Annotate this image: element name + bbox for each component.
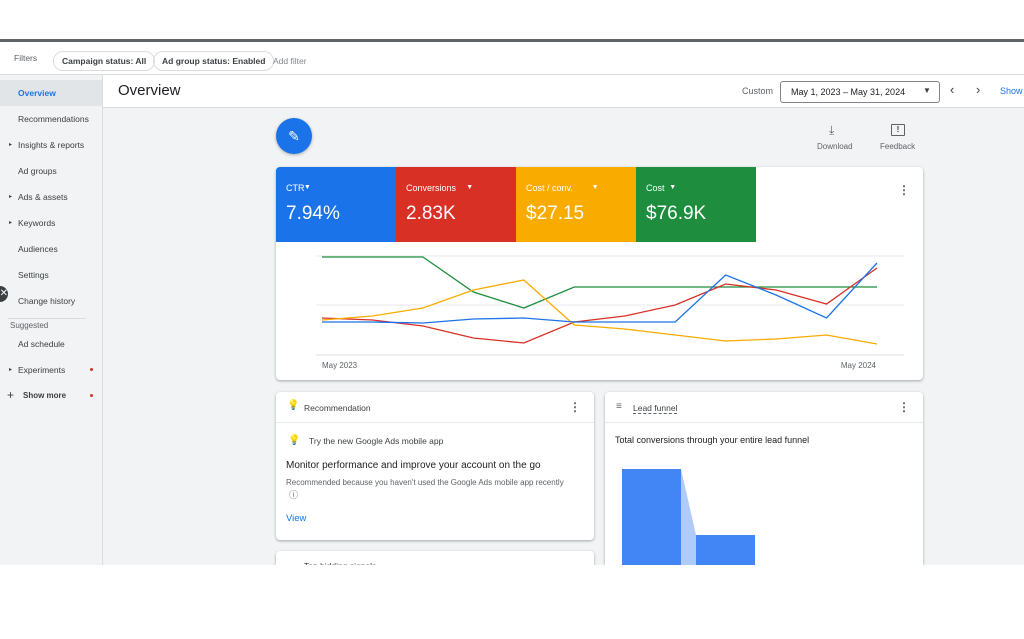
nav-item[interactable]: Keywords bbox=[18, 218, 56, 228]
nav-item[interactable]: Recommendations bbox=[18, 114, 89, 124]
alert-dot bbox=[90, 368, 93, 371]
dropdown-arrow: ▼ bbox=[303, 184, 311, 191]
bottom-band bbox=[0, 565, 1024, 639]
show-link[interactable]: Show bbox=[1000, 86, 1023, 96]
date-range: May 1, 2023 – May 31, 2024 bbox=[791, 87, 906, 97]
filter-chip[interactable]: Ad group status: Enabled bbox=[153, 51, 275, 71]
metric-name: Conversions bbox=[406, 183, 457, 193]
filter-chip[interactable]: Campaign status: All bbox=[53, 51, 156, 71]
feedback-icon[interactable]: ! bbox=[891, 124, 905, 136]
bulb-icon: 💡 bbox=[287, 400, 300, 411]
rec-reason: Recommended because you haven't used the… bbox=[286, 478, 564, 487]
nav-item[interactable]: Change history bbox=[18, 296, 76, 306]
recommendation-card: 💡 Recommendation ⋮ 💡 Try the new Google … bbox=[276, 392, 594, 540]
expand-arrow: ▸ bbox=[9, 194, 13, 200]
dropdown-arrow: ▼ bbox=[591, 184, 599, 191]
metric-value: $76.9K bbox=[646, 203, 707, 224]
filters-label: Filters bbox=[14, 53, 38, 63]
download-icon[interactable]: ⤓ bbox=[829, 123, 835, 137]
add-filter[interactable]: Add filter bbox=[273, 56, 307, 66]
collapse-button[interactable]: ✕ bbox=[0, 286, 8, 302]
series-line bbox=[322, 262, 878, 324]
plus-icon: + bbox=[7, 388, 15, 402]
nav-item[interactable]: Ad schedule bbox=[18, 339, 65, 349]
card-header bbox=[276, 392, 594, 423]
line-chart: May 2023 May 2024 bbox=[316, 255, 904, 370]
metric-tile[interactable]: Cost ▼ $76.9K bbox=[636, 167, 756, 242]
nav-active bbox=[0, 80, 102, 106]
nav-item[interactable]: Experiments bbox=[18, 365, 66, 375]
rec-title: Monitor performance and improve your acc… bbox=[286, 460, 541, 471]
range-label: Custom bbox=[742, 86, 774, 96]
funnel-title: Total conversions through your entire le… bbox=[615, 435, 810, 445]
nav-section: Suggested bbox=[10, 321, 49, 330]
metric-name: CTR bbox=[286, 183, 305, 193]
edit-button[interactable]: ✎ bbox=[276, 118, 312, 154]
metric-value: 7.94% bbox=[286, 203, 340, 224]
more-menu[interactable]: ⋮ bbox=[569, 400, 581, 414]
expand-arrow: ▸ bbox=[9, 142, 13, 148]
help-icon[interactable]: ⓘ bbox=[289, 490, 299, 500]
nav-item[interactable]: Ads & assets bbox=[18, 192, 68, 202]
funnel-connector bbox=[681, 469, 696, 582]
metric-tile[interactable]: CTR ▼ 7.94% bbox=[276, 167, 396, 242]
nav-item[interactable]: Ad groups bbox=[18, 166, 57, 176]
more-menu[interactable]: ⋮ bbox=[898, 183, 910, 197]
card-title: Recommendation bbox=[304, 403, 371, 413]
metric-value: 2.83K bbox=[406, 203, 456, 224]
filter-icon: ≡ bbox=[616, 401, 622, 412]
page-title: Overview bbox=[118, 82, 181, 99]
series-line bbox=[321, 279, 878, 345]
feedback-label[interactable]: Feedback bbox=[880, 142, 916, 151]
nav-item[interactable]: Audiences bbox=[18, 244, 58, 254]
series-line bbox=[322, 256, 877, 309]
nav-item[interactable]: Overview bbox=[18, 88, 56, 98]
sidebar bbox=[0, 75, 103, 565]
nav-item[interactable]: Settings bbox=[18, 270, 49, 280]
divider bbox=[0, 74, 1024, 75]
more-menu[interactable]: ⋮ bbox=[898, 400, 910, 414]
lead-funnel-card: ≡ Lead funnel ⋮ Total conversions throug… bbox=[605, 392, 923, 582]
nav-item[interactable]: Show more bbox=[23, 391, 67, 400]
date-picker[interactable]: May 1, 2023 – May 31, 2024 ▼ bbox=[780, 81, 940, 103]
card-header bbox=[605, 392, 923, 423]
dropdown-arrow: ▼ bbox=[466, 184, 474, 191]
metric-name: Cost / conv. bbox=[526, 183, 573, 193]
x-label: May 2024 bbox=[841, 361, 877, 370]
prev-button[interactable]: ‹ bbox=[950, 82, 955, 97]
metric-tile[interactable]: Conversions ▼ 2.83K bbox=[396, 167, 516, 242]
download-label[interactable]: Download bbox=[817, 142, 853, 151]
view-link[interactable]: View bbox=[286, 513, 307, 524]
tip-icon: 💡 bbox=[288, 435, 301, 446]
top-border bbox=[0, 39, 1024, 42]
funnel-bar bbox=[622, 469, 681, 582]
x-label: May 2023 bbox=[322, 361, 358, 370]
dropdown-arrow: ▼ bbox=[923, 86, 931, 95]
metric-value: $27.15 bbox=[526, 203, 585, 224]
series-line bbox=[321, 267, 878, 344]
nav-item[interactable]: Insights & reports bbox=[18, 140, 85, 150]
nav-divider bbox=[8, 318, 86, 319]
dropdown-arrow: ▼ bbox=[669, 184, 677, 191]
metric-name: Cost bbox=[646, 183, 665, 193]
funnel-chart bbox=[622, 469, 755, 582]
performance-card: CTR ▼ 7.94% Conversions ▼ 2.83K Cost / conv. ▼ $… bbox=[276, 167, 923, 380]
alert-dot bbox=[90, 394, 93, 397]
expand-arrow: ▸ bbox=[9, 367, 13, 373]
tip: Try the new Google Ads mobile app bbox=[309, 436, 444, 446]
card-title[interactable]: Lead funnel bbox=[633, 403, 678, 414]
expand-arrow: ▸ bbox=[9, 220, 13, 226]
next-button[interactable]: › bbox=[976, 82, 981, 97]
metric-tile[interactable]: Cost / conv. ▼ $27.15 bbox=[516, 167, 636, 242]
